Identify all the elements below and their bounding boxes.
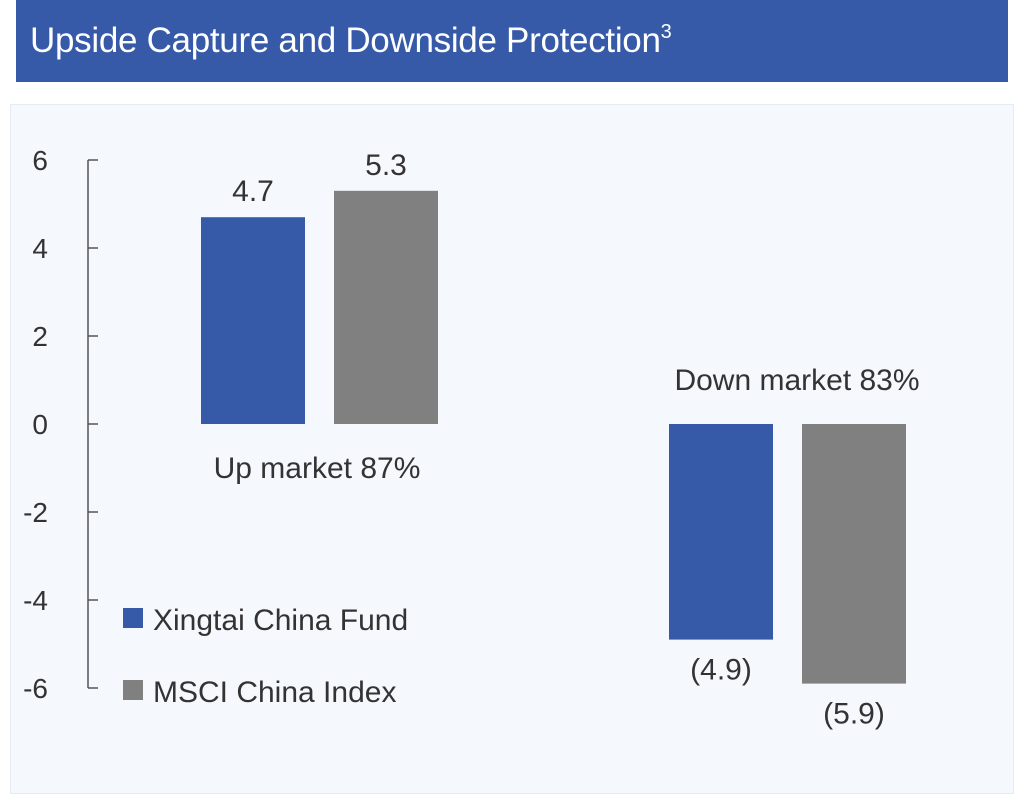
chart-title: Upside Capture and Downside Protection3 xyxy=(30,21,672,61)
group-label-up-market: Up market 87% xyxy=(214,452,421,485)
data-label: 5.3 xyxy=(365,149,407,182)
y-tick-label: 2 xyxy=(32,321,48,352)
title-footnote-marker: 3 xyxy=(660,21,672,43)
bar-fund-up xyxy=(201,217,305,424)
chart-title-bar: Upside Capture and Downside Protection3 xyxy=(16,0,1008,82)
y-tick-label: 4 xyxy=(32,233,48,264)
legend-swatch xyxy=(123,608,143,628)
y-tick-label: 6 xyxy=(32,145,48,176)
legend-swatch xyxy=(123,680,143,700)
legend-label: MSCI China Index xyxy=(153,676,396,709)
y-tick-label: -4 xyxy=(23,585,48,616)
chart-title-text: Upside Capture and Downside Protection xyxy=(30,21,661,60)
bar-index-down xyxy=(802,424,906,684)
legend-label: Xingtai China Fund xyxy=(153,604,408,637)
bar-index-up xyxy=(334,190,438,424)
data-label: (5.9) xyxy=(823,698,885,731)
data-label: 4.7 xyxy=(232,175,274,208)
bar-fund-down xyxy=(669,424,773,640)
data-label: (4.9) xyxy=(690,654,752,687)
y-tick-label: 0 xyxy=(32,409,48,440)
y-tick-label: -2 xyxy=(23,497,48,528)
y-tick-label: -6 xyxy=(23,673,48,704)
group-label-down-market: Down market 83% xyxy=(674,364,919,397)
